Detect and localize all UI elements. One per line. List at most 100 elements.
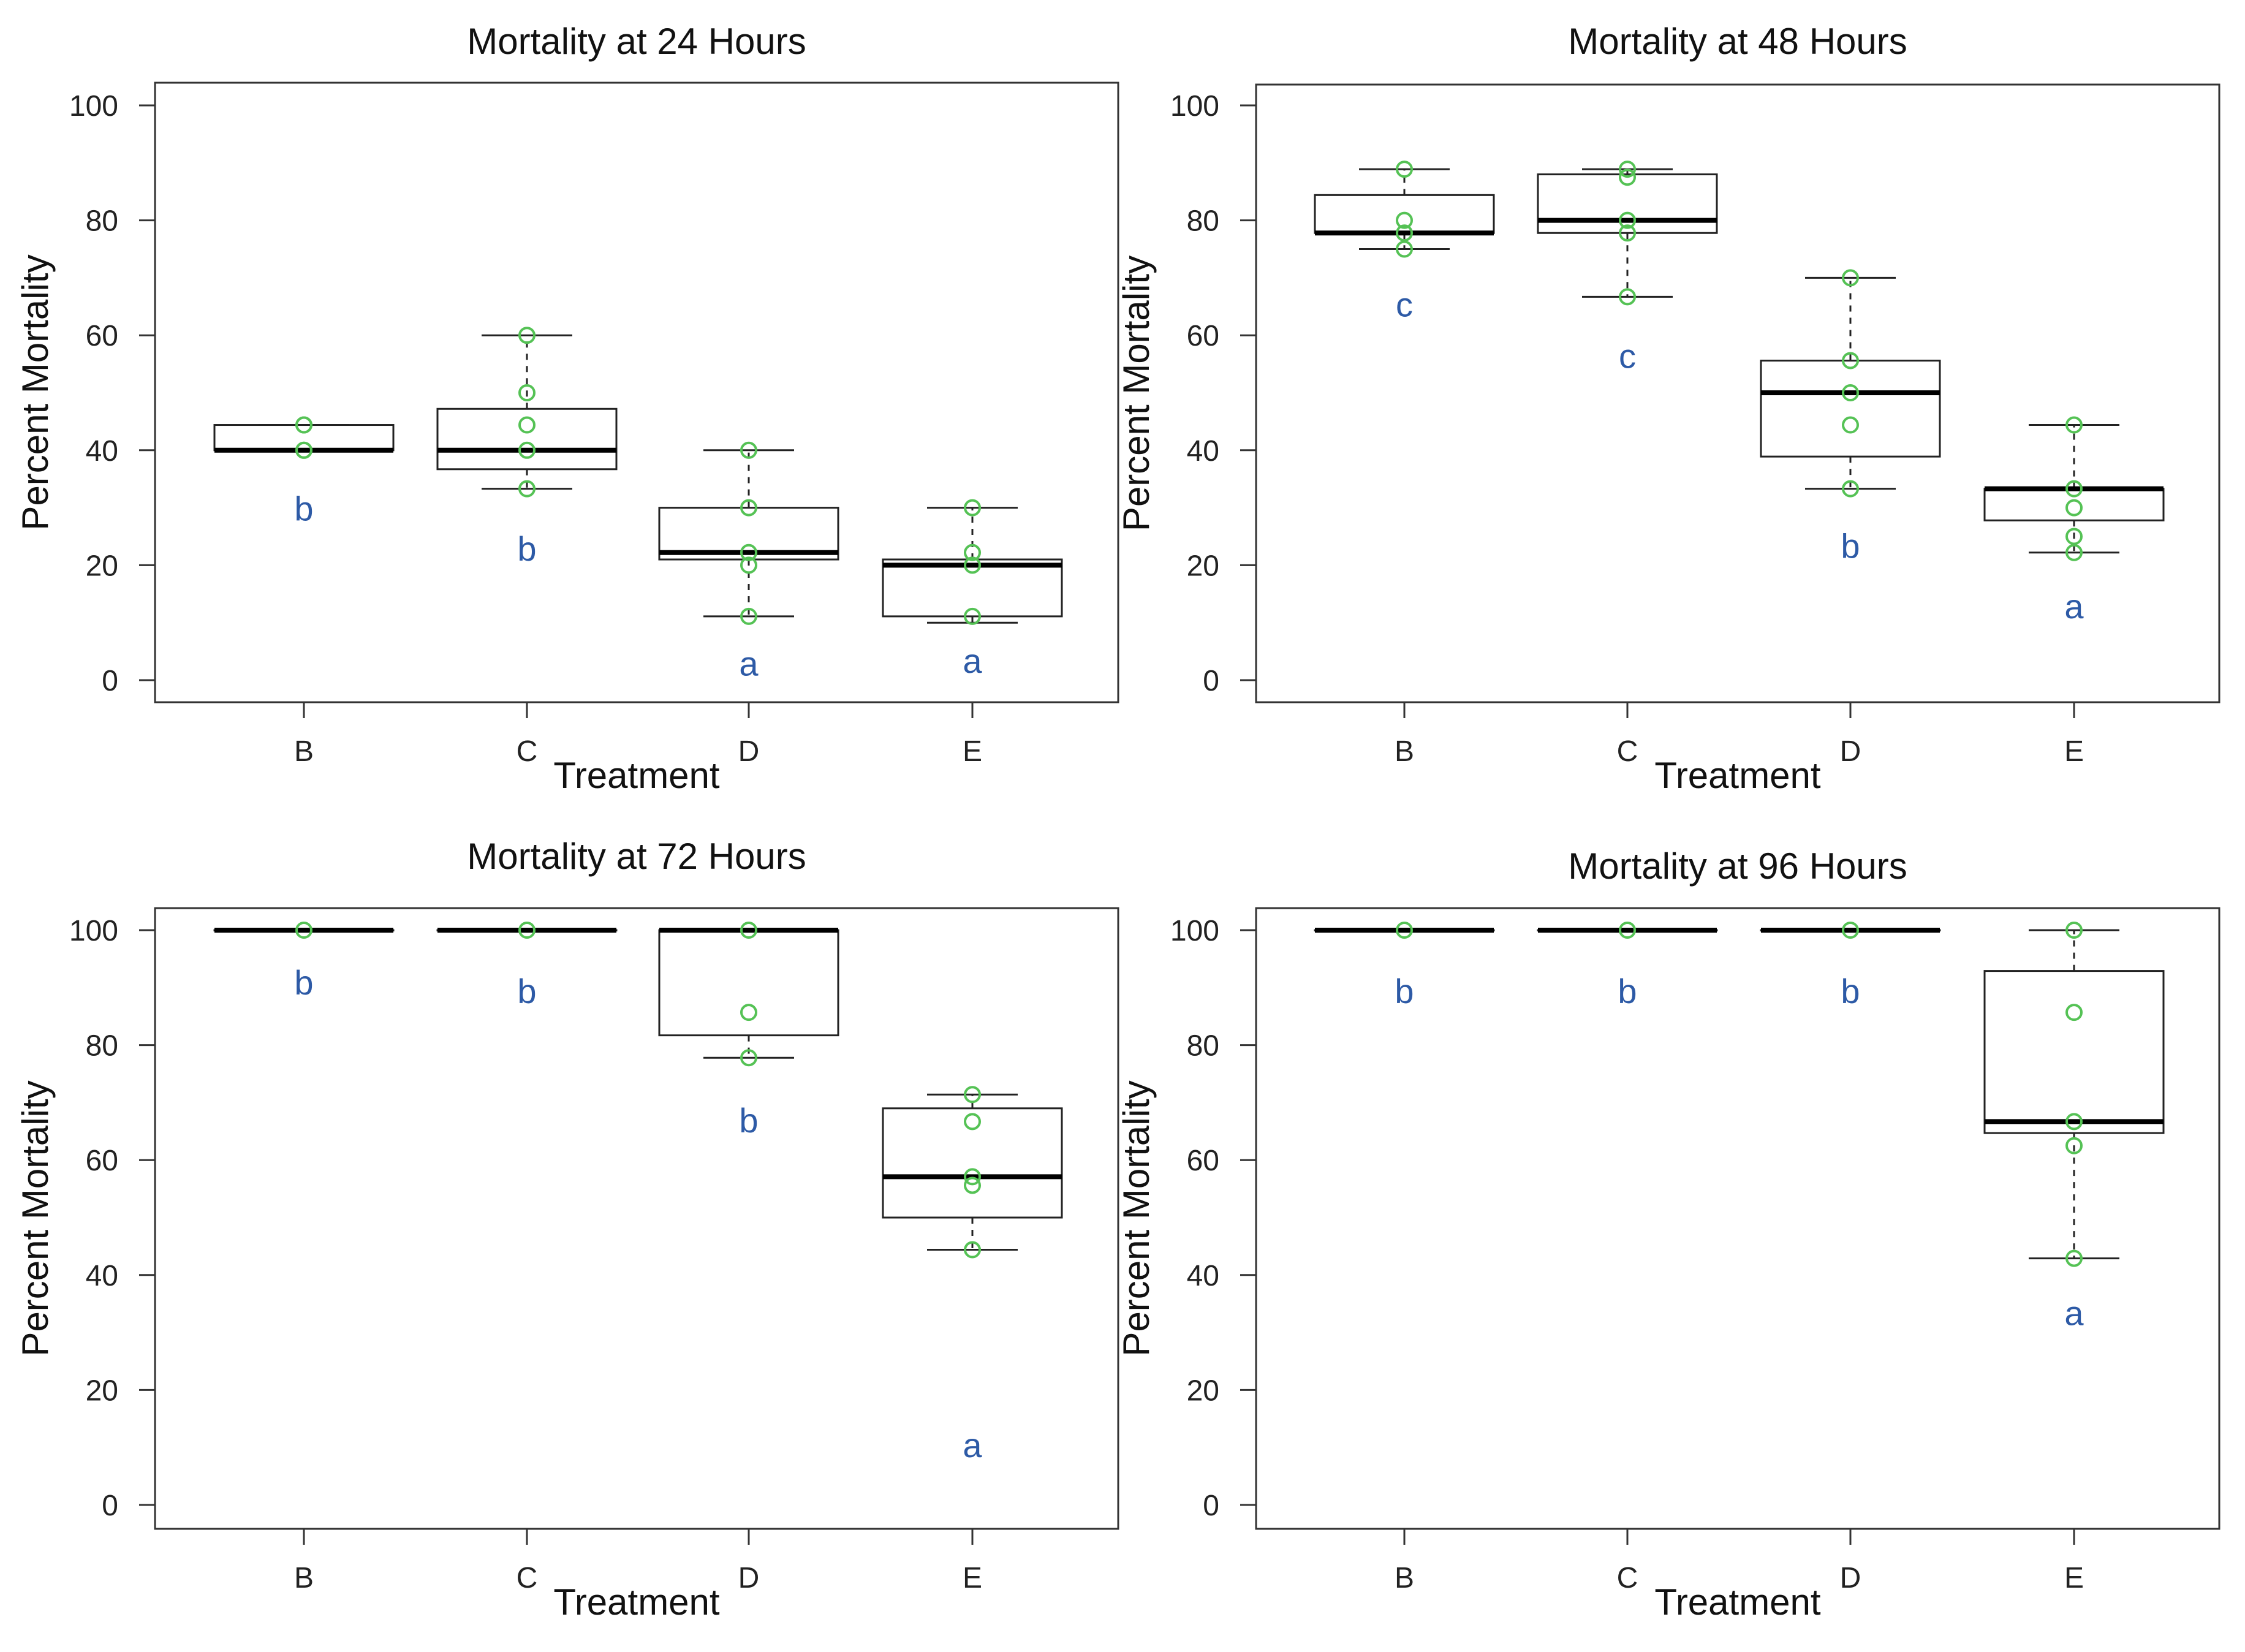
box-B: [213, 928, 395, 933]
data-point: [1842, 922, 1859, 939]
x-tick-label: C: [1617, 1562, 1638, 1594]
data-point: [740, 922, 757, 939]
x-axis-label: Treatment: [1654, 1582, 1821, 1623]
data-point: [740, 607, 757, 625]
data-point: [740, 544, 757, 561]
y-tick-label: 60: [86, 320, 118, 352]
box-iqr: [1537, 173, 1718, 234]
x-axis-label: Treatment: [1654, 755, 1821, 796]
y-tick-label: 60: [86, 1145, 118, 1177]
data-point: [2065, 922, 2083, 939]
x-tick-label: D: [1840, 735, 1861, 768]
y-tick-label: 0: [102, 665, 118, 697]
data-point: [740, 1049, 757, 1067]
box-iqr: [1983, 970, 2165, 1134]
box-D: [1760, 276, 1941, 490]
x-tick-label: E: [2064, 735, 2084, 768]
data-point: [2065, 1113, 2083, 1131]
chart-panel-4: Mortality at 96 Hours 0 20 40 60 80 100 B C D E Tre…: [1116, 846, 2220, 1623]
y-tick-label: 20: [1187, 550, 1219, 582]
y-tick-label: 40: [86, 435, 118, 468]
data-point: [518, 416, 536, 434]
data-point: [740, 1004, 757, 1021]
data-point: [1619, 161, 1636, 178]
data-point: [1842, 269, 1859, 287]
x-tick-label: E: [963, 1562, 982, 1594]
y-tick-label: 100: [1170, 90, 1219, 123]
x-tick-label: B: [1395, 735, 1414, 768]
box-C: [436, 334, 618, 490]
data-point: [518, 384, 536, 401]
y-tick-label: 80: [86, 1030, 118, 1063]
data-point: [964, 499, 981, 517]
x-tick-label: E: [2064, 1562, 2084, 1594]
significance-letter: a: [2064, 587, 2084, 626]
y-axis-label: Percent Mortality: [1116, 256, 1157, 531]
box-iqr: [436, 407, 618, 471]
y-tick-label: 100: [69, 90, 118, 123]
y-axis-label: Percent Mortality: [15, 254, 56, 530]
data-point: [1396, 922, 1413, 939]
data-point: [518, 922, 536, 939]
x-tick-label: D: [738, 1562, 760, 1594]
data-point: [964, 1176, 981, 1194]
box-B: [213, 424, 395, 453]
box-iqr: [882, 1107, 1063, 1219]
data-point: [518, 327, 536, 344]
chart-panel-2: Mortality at 48 Hours 0 20 40 60 80 100 B C D E Tre…: [1116, 21, 2220, 796]
data-point: [518, 441, 536, 459]
box-D: [658, 449, 839, 618]
y-tick-label: 100: [69, 915, 118, 947]
box-iqr: [882, 558, 1063, 618]
significance-letter: c: [1619, 337, 1636, 376]
y-tick-label: 80: [1187, 205, 1219, 238]
data-point: [2065, 1137, 2083, 1154]
data-point: [964, 1241, 981, 1259]
y-tick-label: 20: [86, 550, 118, 582]
significance-letter: a: [963, 642, 982, 680]
significance-letter: b: [294, 489, 313, 528]
y-tick-label: 100: [1170, 915, 1219, 947]
data-point: [740, 441, 757, 459]
data-point: [1396, 240, 1413, 258]
x-tick-label: B: [294, 1562, 314, 1594]
box-C: [1537, 168, 1718, 298]
data-point: [740, 556, 757, 574]
data-point: [964, 544, 981, 561]
x-tick-label: B: [1395, 1562, 1414, 1594]
x-tick-label: C: [517, 735, 538, 768]
significance-letter: b: [517, 529, 536, 568]
data-point: [964, 1113, 981, 1131]
y-tick-label: 60: [1187, 320, 1219, 352]
box-E: [1983, 929, 2165, 1260]
data-point: [2065, 528, 2083, 545]
y-tick-label: 40: [1187, 435, 1219, 468]
data-point: [1396, 161, 1413, 178]
y-tick-label: 40: [86, 1260, 118, 1292]
box-B: [1314, 928, 1495, 933]
data-point: [295, 416, 312, 434]
x-axis-label: Treatment: [553, 755, 720, 796]
data-point: [295, 922, 312, 939]
box-E: [882, 507, 1063, 624]
box-C: [1537, 928, 1718, 933]
chart-title: Mortality at 48 Hours: [1568, 21, 1907, 62]
chart-title: Mortality at 96 Hours: [1568, 846, 1907, 887]
data-point: [1619, 288, 1636, 306]
data-point: [1619, 922, 1636, 939]
chart-panel-3: Mortality at 72 Hours 0 20 40 60 80 100 B C D E Tre…: [15, 836, 1119, 1623]
data-point: [2065, 499, 2083, 517]
x-tick-label: E: [963, 735, 982, 768]
data-point: [1842, 480, 1859, 498]
x-tick-label: D: [1840, 1562, 1861, 1594]
data-point: [1619, 169, 1636, 186]
data-point: [2065, 1249, 2083, 1267]
y-axis-label: Percent Mortality: [15, 1080, 56, 1356]
x-tick-label: B: [294, 735, 314, 768]
box-iqr: [1760, 359, 1941, 458]
box-D: [1760, 928, 1941, 933]
data-point: [518, 480, 536, 498]
data-point: [740, 499, 757, 517]
y-tick-label: 40: [1187, 1260, 1219, 1292]
